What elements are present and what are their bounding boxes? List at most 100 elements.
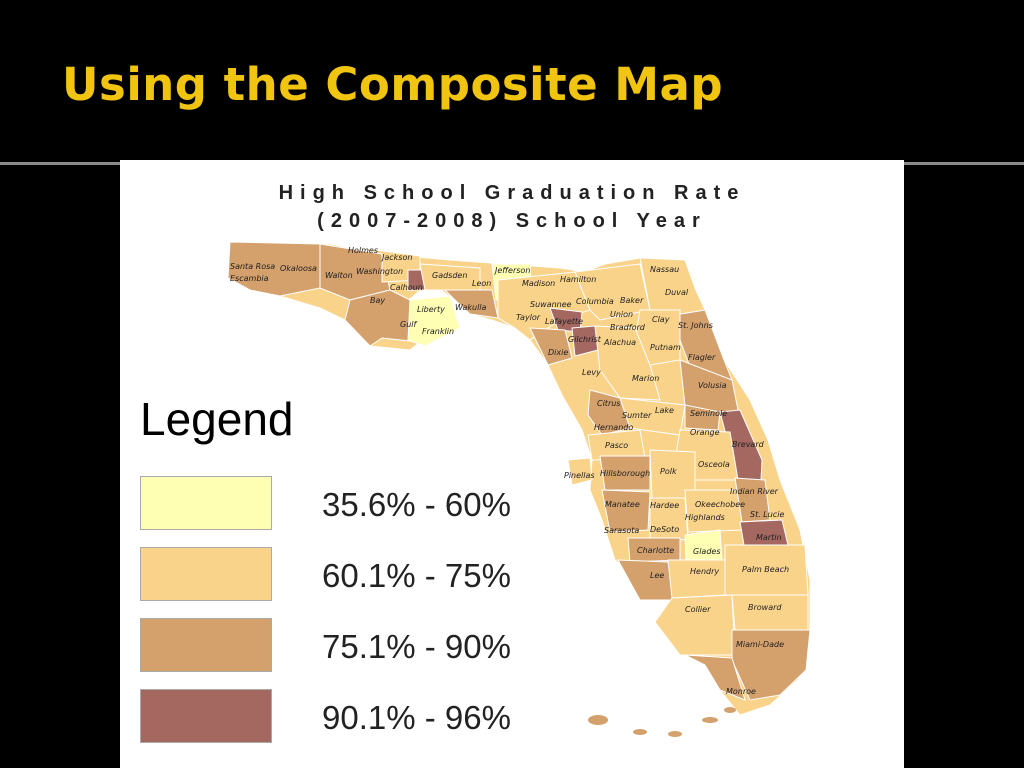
county-label-putnam: Putnam — [650, 343, 681, 352]
county-label-bay: Bay — [370, 296, 385, 305]
map-panel: High School Graduation Rate (2007-2008) … — [120, 160, 904, 768]
county-label-flagler: Flagler — [688, 353, 716, 362]
keys-island — [724, 707, 736, 713]
county-label-okeechobee: Okeechobee — [695, 500, 745, 509]
county-label-palm-beach: Palm Beach — [742, 565, 789, 574]
county-regions — [227, 241, 811, 737]
manatee-sarasota-region — [601, 489, 651, 533]
county-label-collier: Collier — [685, 605, 711, 614]
county-label-jefferson: Jefferson — [493, 266, 530, 275]
county-label-desoto: DeSoto — [650, 525, 679, 534]
county-label-hernando: Hernando — [594, 423, 633, 432]
county-label-union: Union — [610, 310, 633, 319]
jackson-region — [345, 245, 421, 283]
county-label-leon: Leon — [472, 279, 491, 288]
county-label-indian-river: Indian River — [730, 487, 779, 496]
county-label-suwannee: Suwannee — [530, 300, 572, 309]
pinellas-block — [567, 457, 593, 486]
monroe-block — [684, 654, 746, 701]
legend-swatch-1 — [140, 476, 272, 530]
county-label-sarasota: Sarasota — [604, 526, 639, 535]
hamilton-columbia-region — [574, 263, 651, 321]
keys-island — [668, 731, 682, 737]
county-label-liberty: Liberty — [417, 305, 445, 314]
county-label-st-lucie: St. Lucie — [750, 510, 784, 519]
liberty-franklin-region — [407, 295, 461, 347]
county-label-sumter: Sumter — [622, 411, 652, 420]
county-label-duval: Duval — [665, 288, 689, 297]
bay-gulf-region — [344, 289, 421, 347]
county-label-clay: Clay — [652, 315, 670, 324]
county-label-orange: Orange — [690, 428, 720, 437]
hendry-block — [667, 559, 726, 599]
dixie-region — [529, 327, 573, 366]
county-label-dixie: Dixie — [548, 348, 568, 357]
slide-title: Using the Composite Map — [62, 58, 724, 111]
county-label-baker: Baker — [620, 296, 644, 305]
collier-block — [654, 594, 736, 656]
county-label-calhoun: Calhoun — [390, 283, 423, 292]
county-label-gilchrist: Gilchrist — [568, 335, 602, 344]
county-label-gulf: Gulf — [400, 320, 417, 329]
county-label-levy: Levy — [582, 368, 601, 377]
county-label-highlands: Highlands — [685, 513, 725, 522]
county-label-glades: Glades — [693, 547, 721, 556]
legend-range-1: 35.6% - 60% — [322, 486, 511, 523]
legend-swatch-4 — [140, 689, 272, 743]
county-label-santa-rosa: Santa Rosa — [230, 262, 275, 271]
county-label-lee: Lee — [650, 571, 664, 580]
lee-block — [617, 559, 676, 601]
legend-swatch-2 — [140, 547, 272, 601]
alachua-marion-region — [594, 325, 661, 401]
county-label-polk: Polk — [660, 467, 677, 476]
indian-river-stlucie-region — [734, 477, 771, 523]
seminole-block — [684, 404, 721, 431]
highlands-okeechobee-region — [684, 489, 743, 533]
gadsden-region — [419, 263, 481, 291]
county-label-lake: Lake — [655, 406, 674, 415]
county-label-alachua: Alachua — [603, 338, 636, 347]
county-label-taylor: Taylor — [516, 313, 541, 322]
divider-left — [0, 162, 122, 165]
county-label-hardee: Hardee — [650, 501, 679, 510]
county-label-charlotte: Charlotte — [637, 546, 674, 555]
county-label-volusia: Volusia — [698, 381, 727, 390]
citrus-hernando-region — [587, 389, 631, 436]
keys-island — [588, 715, 608, 725]
county-label-osceola: Osceola — [698, 460, 730, 469]
county-label-lafayette: Lafayette — [545, 317, 583, 326]
county-label-gadsden: Gadsden — [432, 271, 467, 280]
keys-island — [633, 729, 647, 735]
county-label-marion: Marion — [632, 374, 659, 383]
county-label-columbia: Columbia — [576, 297, 614, 306]
county-label-holmes: Holmes — [348, 246, 378, 255]
county-label-okaloosa: Okaloosa — [280, 264, 317, 273]
county-label-pinellas: Pinellas — [564, 471, 595, 480]
county-label-franklin: Franklin — [422, 327, 454, 336]
county-label-walton: Walton — [325, 271, 353, 280]
county-label-wakulla: Wakulla — [455, 303, 487, 312]
county-label-escambia: Escambia — [230, 274, 269, 283]
keys-island — [702, 717, 718, 723]
wakulla-leon-region — [443, 289, 499, 319]
county-label-manatee: Manatee — [605, 500, 640, 509]
county-label-hillsborough: Hillsborough — [600, 469, 650, 478]
county-label-martin: Martin — [756, 533, 782, 542]
county-label-jackson: Jackson — [380, 253, 412, 262]
legend-range-3: 75.1% - 90% — [322, 628, 511, 665]
legend-range-2: 60.1% - 75% — [322, 557, 511, 594]
county-label-hamilton: Hamilton — [560, 275, 596, 284]
county-label-monroe: Monroe — [726, 687, 756, 696]
legend-swatch-3 — [140, 618, 272, 672]
hillsborough-block — [599, 455, 651, 491]
county-label-brevard: Brevard — [732, 440, 765, 449]
county-label-broward: Broward — [748, 603, 782, 612]
county-label-citrus: Citrus — [597, 399, 620, 408]
county-label-st-johns: St. Johns — [678, 321, 713, 330]
county-label-bradford: Bradford — [610, 323, 646, 332]
map-title-line1: High School Graduation Rate — [278, 182, 746, 204]
divider-right — [902, 162, 1024, 165]
county-label-pasco: Pasco — [605, 441, 628, 450]
